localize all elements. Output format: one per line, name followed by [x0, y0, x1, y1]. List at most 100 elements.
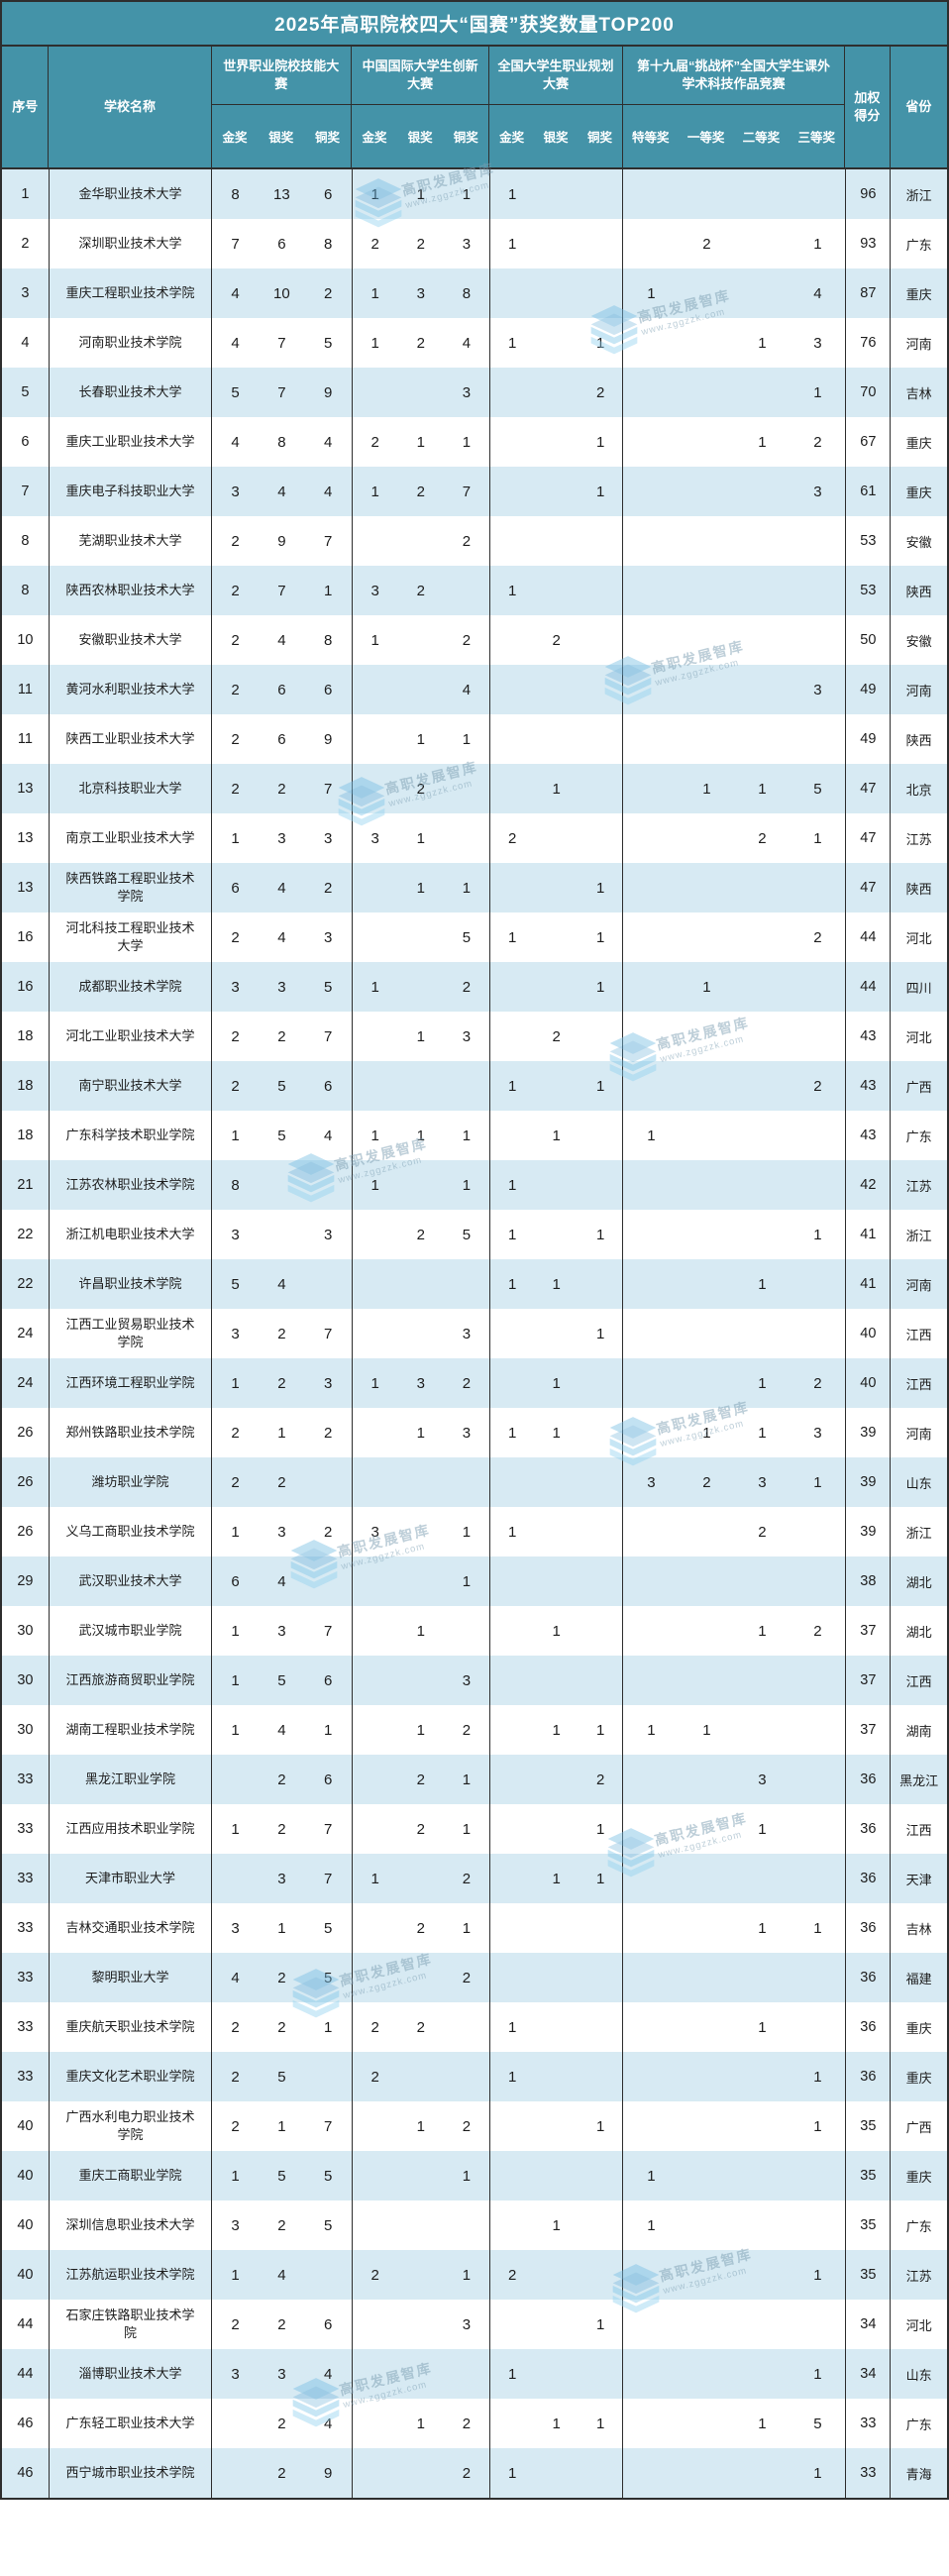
award-count [579, 764, 622, 813]
award-count: 4 [324, 2415, 333, 2432]
award-count: 3 [324, 928, 333, 946]
award-count [490, 615, 534, 665]
award-count [790, 1111, 845, 1160]
award-count [734, 219, 790, 268]
weighted-score: 61 [845, 467, 890, 516]
award-count: 2 [231, 532, 240, 550]
award-group [622, 1854, 845, 1903]
award-count [734, 566, 790, 615]
weighted-score: 43 [845, 1061, 890, 1111]
school-name: 广东轻工职业技术大学 [48, 2399, 211, 2448]
award-group: 1 [622, 962, 845, 1012]
award-count: 1 [595, 1820, 605, 1838]
award-count: 3 [277, 1622, 286, 1640]
award-group: 1 [488, 1111, 622, 1160]
award-count: 4 [231, 334, 240, 352]
award-count [679, 1606, 734, 1656]
award-group: 3 [622, 467, 845, 516]
competition-name: 世界职业院校技能大赛 [211, 47, 351, 105]
award-count: 6 [324, 1077, 333, 1095]
rank-cell: 7 [21, 483, 30, 499]
award-count [353, 665, 398, 714]
award-group: 2 [622, 1061, 845, 1111]
table-row: 13 南京工业职业技术大学 1 3 3 3 1 2 2 1 47 江苏 [2, 813, 947, 863]
weighted-score: 36 [845, 1755, 890, 1804]
award-count [790, 2151, 845, 2200]
award-count: 1 [552, 1424, 561, 1442]
award-count: 2 [231, 1077, 240, 1095]
award-count: 1 [758, 433, 767, 451]
weighted-score: 53 [845, 566, 890, 615]
award-count: 1 [370, 284, 379, 302]
award-count [398, 912, 444, 962]
award-count [490, 2101, 534, 2151]
award-count [534, 665, 578, 714]
table-row: 18 广东科学技术职业学院 1 5 4 1 1 1 1 1 43 广东 [2, 1111, 947, 1160]
award-count: 1 [758, 2018, 767, 2036]
award-count [734, 516, 790, 566]
award-group: 1 [351, 1606, 489, 1656]
rank-cell: 44 [17, 2316, 34, 2332]
award-count [305, 1259, 352, 1309]
province: 河南 [890, 1408, 947, 1457]
award-count: 7 [324, 532, 333, 550]
award-count [534, 1309, 578, 1358]
rank-cell: 33 [17, 1920, 34, 1936]
weighted-score: 47 [845, 764, 890, 813]
award-count [679, 615, 734, 665]
award-count: 1 [813, 2266, 822, 2284]
award-count: 2 [462, 1374, 472, 1392]
award-count: 3 [277, 2365, 286, 2383]
award-count [353, 368, 398, 417]
award-count [734, 962, 790, 1012]
award-count: 10 [273, 284, 290, 302]
award-count [398, 2200, 444, 2250]
medal-label: 金奖 [499, 131, 525, 145]
table-row: 21 江苏农林职业技术学院 8 1 1 1 42 江苏 [2, 1160, 947, 1210]
award-group: 1 [488, 2200, 622, 2250]
award-count: 1 [758, 1374, 767, 1392]
award-group [622, 1656, 845, 1705]
award-count [679, 2002, 734, 2052]
award-count [579, 665, 622, 714]
award-count [734, 2101, 790, 2151]
table-row: 8 陕西农林职业技术大学 2 7 1 3 2 1 53 陕西 [2, 566, 947, 615]
award-count [790, 962, 845, 1012]
province: 江苏 [890, 813, 947, 863]
award-count: 1 [647, 284, 656, 302]
award-count: 5 [462, 928, 472, 946]
award-count: 4 [277, 483, 286, 500]
table-row: 16 成都职业技术学院 3 3 5 1 2 1 1 44 四川 [2, 962, 947, 1012]
award-count [534, 1061, 578, 1111]
award-count: 3 [758, 1771, 767, 1788]
award-count: 1 [647, 2216, 656, 2234]
award-count [679, 863, 734, 912]
award-count [353, 1309, 398, 1358]
award-count [490, 467, 534, 516]
rank-cell: 26 [17, 1474, 34, 1490]
award-count [353, 1259, 398, 1309]
rank-cell: 44 [17, 2366, 34, 2382]
award-count: 2 [231, 2315, 240, 2333]
award-count [398, 665, 444, 714]
award-group: 2 [351, 516, 489, 566]
award-count: 1 [508, 2365, 517, 2383]
award-count: 1 [595, 978, 605, 996]
award-group: 4 2 5 [211, 1953, 351, 2002]
award-group: 3 3 4 [211, 2349, 351, 2399]
award-count [534, 516, 578, 566]
award-count [623, 1556, 679, 1606]
award-group [622, 1309, 845, 1358]
award-count: 2 [595, 1771, 605, 1788]
award-count [444, 2002, 489, 2052]
medal-label: 银奖 [407, 131, 433, 145]
province: 江西 [890, 1309, 947, 1358]
award-count [623, 1656, 679, 1705]
weighted-score: 42 [845, 1160, 890, 1210]
award-count: 1 [758, 334, 767, 352]
